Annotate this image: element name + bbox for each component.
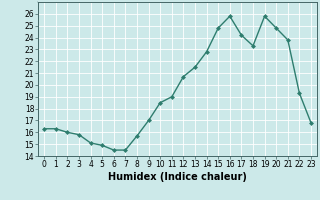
X-axis label: Humidex (Indice chaleur): Humidex (Indice chaleur) [108,172,247,182]
